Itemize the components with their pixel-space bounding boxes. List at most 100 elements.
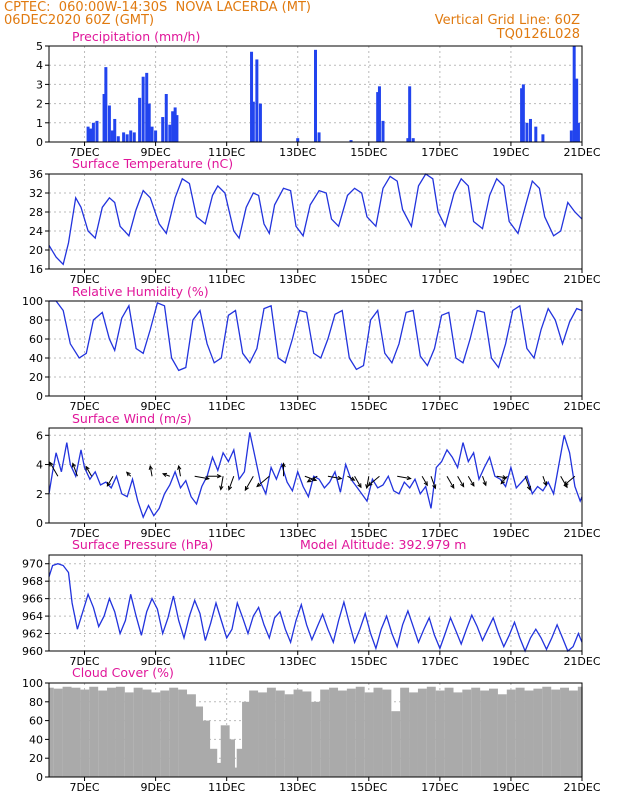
y-tick-label: 20: [29, 244, 43, 257]
panel-1: Surface Temperature (nC) 16 20 24 28 32 36 7DEC…: [29, 156, 601, 286]
precip-bar: [541, 134, 545, 142]
y-tick-label: 966: [22, 593, 43, 606]
cloud-bar: [560, 687, 569, 777]
wind-vector: [49, 462, 59, 477]
wind-arrowhead: [432, 484, 437, 490]
cloud-bar: [346, 688, 356, 777]
precip-bar: [528, 118, 532, 142]
cloud-bar: [320, 689, 330, 777]
cloud-bar: [542, 686, 552, 777]
y-tick-label: 0: [36, 517, 43, 530]
y-tick-label: 0: [36, 771, 43, 784]
x-tick-label: 17DEC: [421, 273, 458, 286]
wind-arrowhead: [85, 465, 90, 471]
cloud-bar: [409, 692, 418, 777]
x-tick-label: 7DEC: [69, 146, 99, 159]
wind-vector: [397, 475, 411, 480]
wind-arrowhead: [177, 464, 182, 470]
x-tick-label: 11DEC: [208, 527, 245, 540]
wind-arrowhead: [406, 475, 412, 481]
panel-frame: [48, 554, 583, 652]
x-tick-label: 17DEC: [421, 527, 458, 540]
precip-bar: [173, 107, 177, 142]
y-tick-label: 1: [36, 117, 43, 130]
y-tick-label: 20: [29, 752, 43, 765]
wind-vector: [524, 476, 531, 490]
x-tick-label: 15DEC: [350, 527, 387, 540]
precip-bar: [141, 76, 145, 142]
x-tick-label: 11DEC: [208, 655, 245, 668]
station-title: CPTEC: 060:00W-14:30S NOVA LACERDA (MT): [4, 0, 311, 15]
cloud-bar: [220, 725, 230, 777]
x-tick-label: 13DEC: [279, 273, 316, 286]
panel-2: Relative Humidity (%) 0 20 40 60 80 100 7DEC 9DE…: [22, 284, 601, 413]
precip-bar: [129, 130, 133, 142]
series-line: [49, 300, 583, 372]
panel-5: Cloud Cover (%) 0 20 40 60 80 100 7DEC 9DEC 11DEC…: [22, 665, 601, 794]
cloud-bar: [258, 692, 267, 777]
cloud-bar: [151, 692, 161, 777]
wind-vector: [327, 475, 342, 480]
cloud-bar: [194, 706, 204, 777]
cloud-bar: [53, 688, 63, 777]
wind-vector: [542, 476, 547, 486]
run-date: 06DEC2020 60Z (GMT): [4, 13, 155, 28]
wind-arrowhead: [204, 475, 210, 481]
y-tick-label: 36: [29, 168, 43, 181]
cloud-bar: [107, 687, 116, 777]
x-tick-label: 7DEC: [69, 273, 99, 286]
precip-bar: [408, 86, 412, 142]
cloud-bar: [417, 688, 427, 777]
wind-vector: [467, 475, 475, 487]
cloud-bar: [71, 687, 81, 777]
y-tick-label: 6: [36, 429, 43, 442]
wind-arrowhead: [306, 478, 312, 483]
precip-bar: [161, 117, 165, 142]
wind-arrowhead: [526, 485, 531, 491]
cloud-bar: [489, 688, 498, 777]
cloud-bar: [242, 701, 251, 777]
y-tick-label: 2: [36, 488, 43, 501]
cloud-bar: [62, 686, 72, 777]
x-tick-label: 9DEC: [141, 781, 171, 794]
cloud-bar: [337, 690, 347, 777]
x-tick-label: 9DEC: [141, 527, 171, 540]
x-tick-label: 13DEC: [279, 655, 316, 668]
x-tick-label: 11DEC: [208, 273, 245, 286]
precip-bar: [572, 46, 576, 142]
precip-bar: [138, 97, 142, 142]
precip-bar: [381, 120, 385, 142]
cloud-bar: [89, 686, 99, 777]
precip-bar: [576, 122, 580, 142]
precip-bar: [150, 126, 154, 142]
cloud-bar: [551, 689, 561, 777]
precip-bar: [113, 118, 117, 142]
wind-arrowhead: [161, 472, 168, 477]
precip-bar: [411, 138, 415, 142]
precip-bar: [110, 130, 114, 142]
y-tick-label: 100: [22, 677, 43, 690]
wind-arrowhead: [49, 461, 54, 467]
cloud-bar: [426, 686, 436, 777]
cloud-bar: [133, 687, 143, 777]
y-tick-label: 40: [29, 352, 43, 365]
cloud-bar: [462, 689, 472, 777]
x-tick-label: 19DEC: [492, 527, 529, 540]
wind-vector: [354, 475, 362, 488]
precip-bar: [296, 138, 300, 142]
x-tick-label: 17DEC: [421, 655, 458, 668]
panel-4: Surface Pressure (hPa) Model Altitude: 39…: [22, 537, 601, 668]
y-tick-label: 5: [36, 40, 43, 53]
wind-vector: [149, 465, 153, 477]
wind-arrowhead: [71, 462, 76, 468]
wind-arrowhead: [106, 481, 111, 487]
y-tick-label: 962: [22, 628, 43, 641]
wind-vector: [85, 466, 93, 477]
wind-arrowhead: [216, 474, 222, 479]
x-tick-label: 11DEC: [208, 146, 245, 159]
x-tick-label: 13DEC: [279, 781, 316, 794]
x-tick-label: 19DEC: [492, 273, 529, 286]
wind-vector: [256, 475, 270, 487]
wind-vector: [178, 465, 181, 477]
wind-arrowhead: [337, 475, 343, 481]
